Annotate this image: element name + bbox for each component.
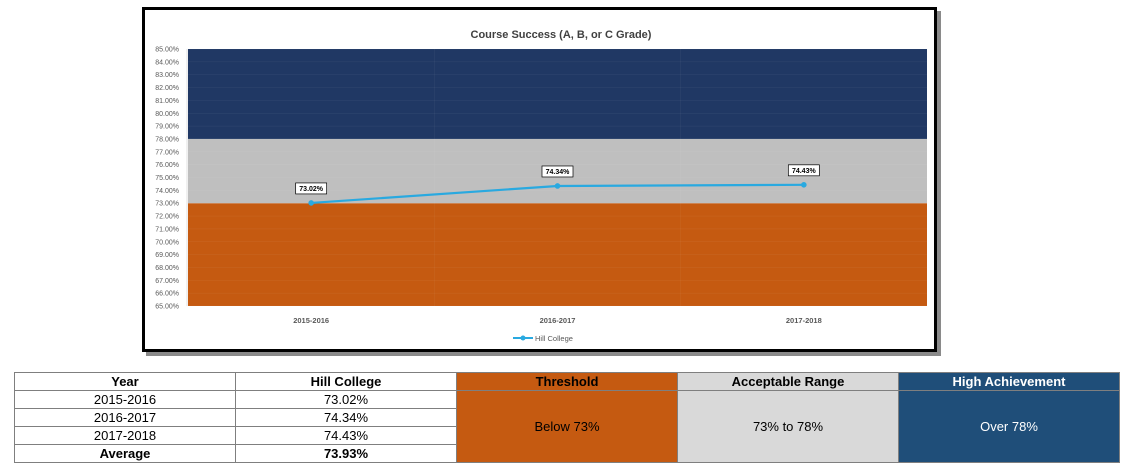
y-tick-label: 83.00%	[155, 72, 179, 79]
acceptable-range-cell: 73% to 78%	[677, 390, 899, 463]
table-header-row: Year Hill College Threshold Acceptable R…	[14, 372, 1120, 391]
header-high-achievement: High Achievement	[898, 372, 1120, 391]
data-label-box	[787, 164, 820, 177]
y-tick-label: 77.00%	[155, 149, 179, 156]
chart-title: Course Success (A, B, or C Grade)	[471, 29, 652, 41]
y-tick-label: 67.00%	[155, 278, 179, 285]
y-tick-label: 84.00%	[155, 59, 179, 66]
average-value: 73.93%	[235, 444, 457, 463]
range-band-0	[188, 203, 927, 306]
x-tick-label: 2017-2018	[786, 316, 822, 325]
y-grid	[186, 48, 927, 307]
header-year: Year	[14, 372, 236, 391]
header-threshold: Threshold	[456, 372, 678, 391]
y-tick-label: 74.00%	[155, 188, 179, 195]
data-label: 74.34%	[546, 169, 571, 176]
cell-value: 73.02%	[235, 390, 457, 409]
y-tick-label: 68.00%	[155, 265, 179, 272]
legend: Hill College	[513, 334, 573, 343]
range-band-2	[188, 49, 927, 139]
cell-year: 2015-2016	[14, 390, 236, 409]
cell-year: 2016-2017	[14, 408, 236, 427]
threshold-cell: Below 73%	[456, 390, 678, 463]
cell-value: 74.43%	[235, 426, 457, 445]
y-tick-label: 75.00%	[155, 175, 179, 182]
data-point	[801, 182, 807, 188]
x-tick-label: 2015-2016	[293, 316, 329, 325]
y-axis-ticks: 65.00% 66.00% 67.00% 68.00% 69.00% 70.00% 71.0…	[155, 47, 179, 311]
y-tick-label: 65.00%	[155, 304, 179, 311]
y-tick-label: 73.00%	[155, 201, 179, 208]
y-tick-label: 80.00%	[155, 111, 179, 118]
y-tick-label: 70.00%	[155, 239, 179, 246]
y-tick-label: 81.00%	[155, 98, 179, 105]
data-label-box	[295, 182, 328, 195]
cell-value: 74.34%	[235, 408, 457, 427]
y-tick-label: 76.00%	[155, 162, 179, 169]
table-average-row: Average 73.93%	[14, 444, 1120, 463]
summary-table: Year Hill College Threshold Acceptable R…	[14, 372, 1120, 463]
data-label: 74.43%	[792, 168, 817, 175]
header-hill-college: Hill College	[235, 372, 457, 391]
data-label: 73.02%	[299, 186, 324, 193]
y-tick-label: 69.00%	[155, 252, 179, 259]
y-tick-label: 71.00%	[155, 226, 179, 233]
high-achievement-cell: Over 78%	[898, 390, 1120, 463]
chart-container: Course Success (A, B, or C Grade) 65.00%…	[142, 7, 937, 352]
y-tick-label: 82.00%	[155, 85, 179, 92]
data-point	[554, 183, 561, 189]
header-acceptable-range: Acceptable Range	[677, 372, 899, 391]
y-tick-label: 79.00%	[155, 124, 179, 131]
data-label-box	[541, 165, 574, 178]
y-tick-label: 72.00%	[155, 214, 179, 221]
legend-marker	[520, 335, 526, 341]
x-tick-label: 2016-2017	[540, 316, 576, 325]
y-tick-label: 85.00%	[155, 47, 179, 54]
cell-year: 2017-2018	[14, 426, 236, 445]
table-row: 2015-2016 73.02% Below 73% 73% to 78% Ov…	[14, 390, 1120, 463]
y-tick-label: 78.00%	[155, 136, 179, 143]
data-point	[308, 200, 314, 206]
legend-label: Hill College	[535, 334, 573, 343]
average-label: Average	[14, 444, 236, 463]
x-axis-ticks: 2015-2016 2016-2017 2017-2018	[293, 316, 822, 325]
series-hill-college: 73.02% 74.34% 74.43%	[295, 164, 820, 206]
y-tick-label: 66.00%	[155, 291, 179, 298]
course-success-chart: Course Success (A, B, or C Grade) 65.00%…	[155, 29, 927, 343]
